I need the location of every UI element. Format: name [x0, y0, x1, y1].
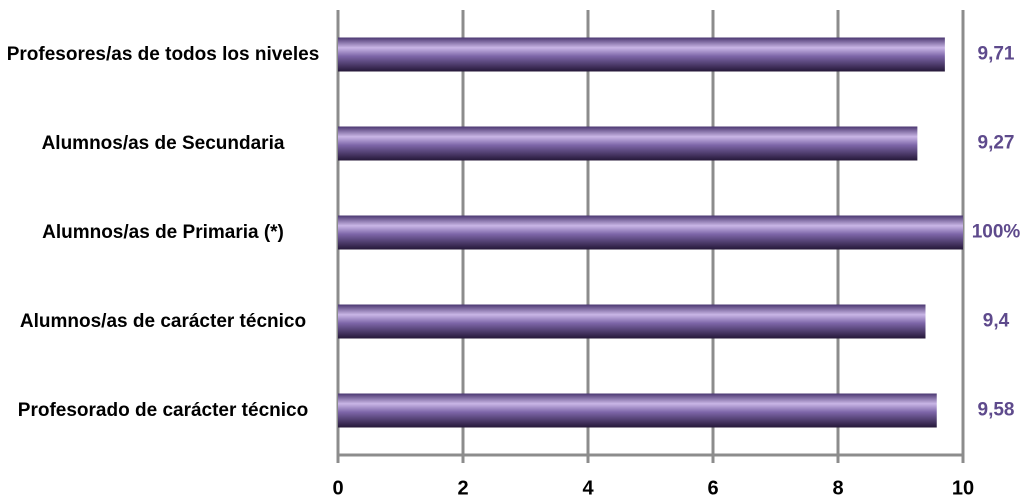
value-label: 9,71	[978, 44, 1015, 65]
value-label: 9,4	[983, 311, 1010, 332]
bar	[338, 37, 945, 72]
bar	[338, 393, 937, 428]
y-tick-label: Alumnos/as de Primaria (*)	[42, 221, 284, 243]
bar	[338, 215, 963, 250]
value-label: 9,58	[978, 400, 1015, 421]
value-label: 100%	[972, 222, 1021, 243]
y-tick-label: Alumnos/as de carácter técnico	[19, 310, 307, 332]
x-tick-label: 0	[332, 477, 343, 499]
x-tick-label: 4	[582, 477, 594, 499]
x-tick-label: 10	[952, 477, 974, 499]
x-tick-label: 2	[457, 477, 468, 499]
x-tick-label: 6	[707, 477, 718, 499]
y-tick-label: Profesorado de carácter técnico	[17, 399, 309, 421]
y-tick-label: Profesores/as de todos los niveles	[6, 43, 320, 65]
value-label: 9,27	[978, 133, 1015, 154]
y-tick-label: Alumnos/as de Secundaria	[41, 132, 285, 154]
bar	[338, 304, 926, 339]
x-tick-label: 8	[832, 477, 843, 499]
bar	[338, 126, 918, 161]
